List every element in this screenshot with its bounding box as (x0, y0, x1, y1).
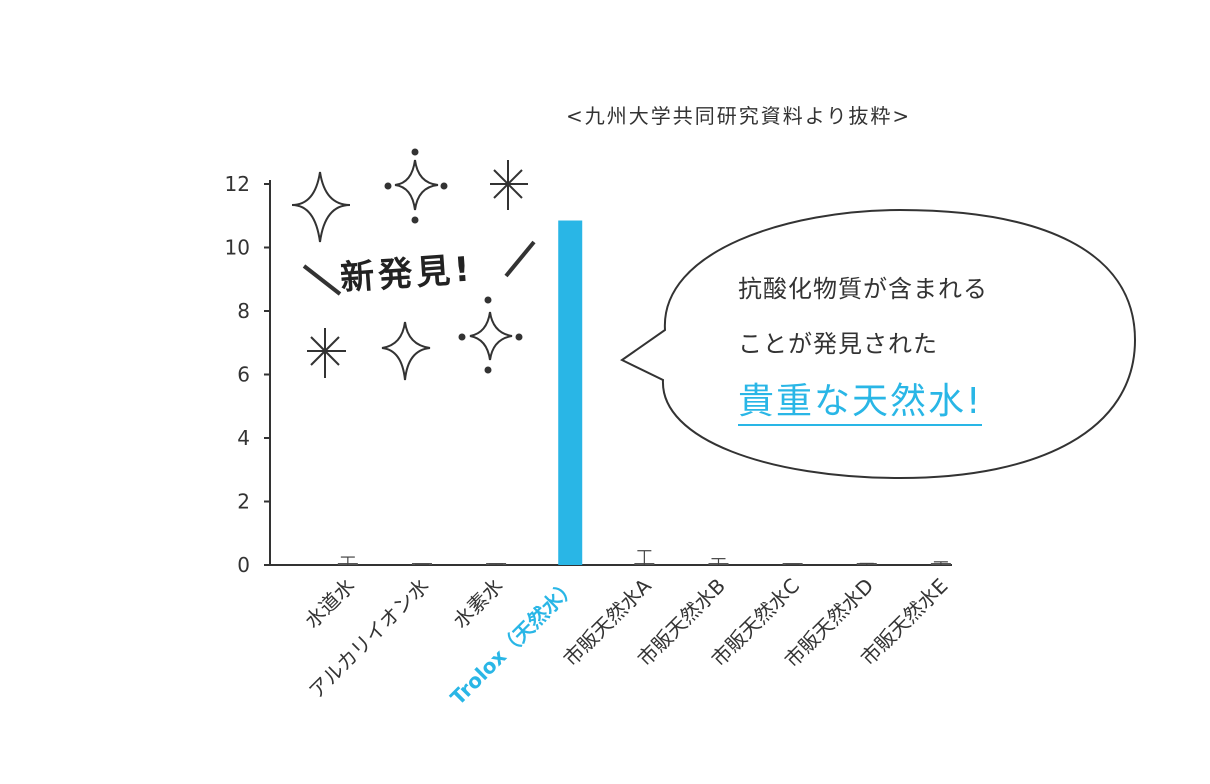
speech-bubble-text: 抗酸化物質が含まれる ことが発見された 貴重な天然水! (738, 262, 988, 433)
y-tick-label: 2 (237, 490, 250, 514)
bubble-line-1: 抗酸化物質が含まれる (738, 275, 988, 303)
sparkle-icon (469, 311, 513, 361)
sparkle-icon (381, 321, 431, 381)
x-tick-label: Trolox（天然水） (446, 574, 582, 710)
new-discovery-badge: 新発見! (339, 249, 475, 299)
bubble-line-2: ことが発見された (738, 330, 938, 358)
y-tick-label: 8 (237, 299, 250, 323)
speech-bubble (620, 208, 1137, 480)
y-tick-label: 6 (237, 363, 250, 387)
sparkle-icon (291, 171, 351, 243)
y-tick-label: 4 (237, 426, 250, 450)
asterisk-icon (307, 328, 346, 378)
y-tick-label: 0 (237, 553, 250, 577)
sparkle-icon (394, 159, 439, 211)
bubble-highlight: 貴重な天然水! (738, 380, 983, 426)
bar (558, 220, 583, 565)
x-tick-label: 水道水 (300, 574, 359, 633)
sparkle-decorations (291, 148, 536, 381)
source-note: <九州大学共同研究資料より抜粋> (566, 104, 912, 128)
x-tick-label: 水素水 (448, 574, 507, 633)
y-tick-label: 10 (225, 236, 250, 260)
asterisk-icon (490, 160, 528, 210)
y-tick-label: 12 (225, 172, 250, 196)
